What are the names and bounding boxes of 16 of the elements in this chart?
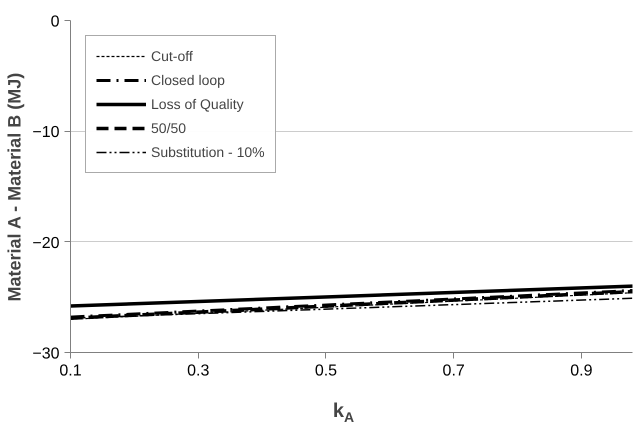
y-axis-title: Material A - Material B (MJ) — [4, 72, 24, 302]
x-tick-label: 0.3 — [187, 362, 210, 380]
x-tick-label: 0.1 — [59, 362, 82, 380]
y-tick-label: −30 — [32, 346, 60, 362]
x-axis-title: k$_{A}$ — [332, 400, 354, 424]
y-tick-label: 0 — [50, 14, 60, 30]
x-tick-label: 0.7 — [442, 362, 465, 380]
x-tick-label: 0.9 — [570, 362, 593, 380]
y-tick-label: −20 — [32, 234, 60, 252]
legend-label: Closed loop — [151, 72, 225, 88]
legend-label: Substitution - 10% — [151, 144, 265, 160]
legend-label: Cut-off — [151, 48, 193, 64]
y-tick-label: −10 — [32, 124, 60, 142]
legend-label: Loss of Quality — [151, 96, 244, 112]
x-tick-label: 0.5 — [314, 362, 338, 380]
legend-label: 50/50 — [151, 120, 186, 136]
